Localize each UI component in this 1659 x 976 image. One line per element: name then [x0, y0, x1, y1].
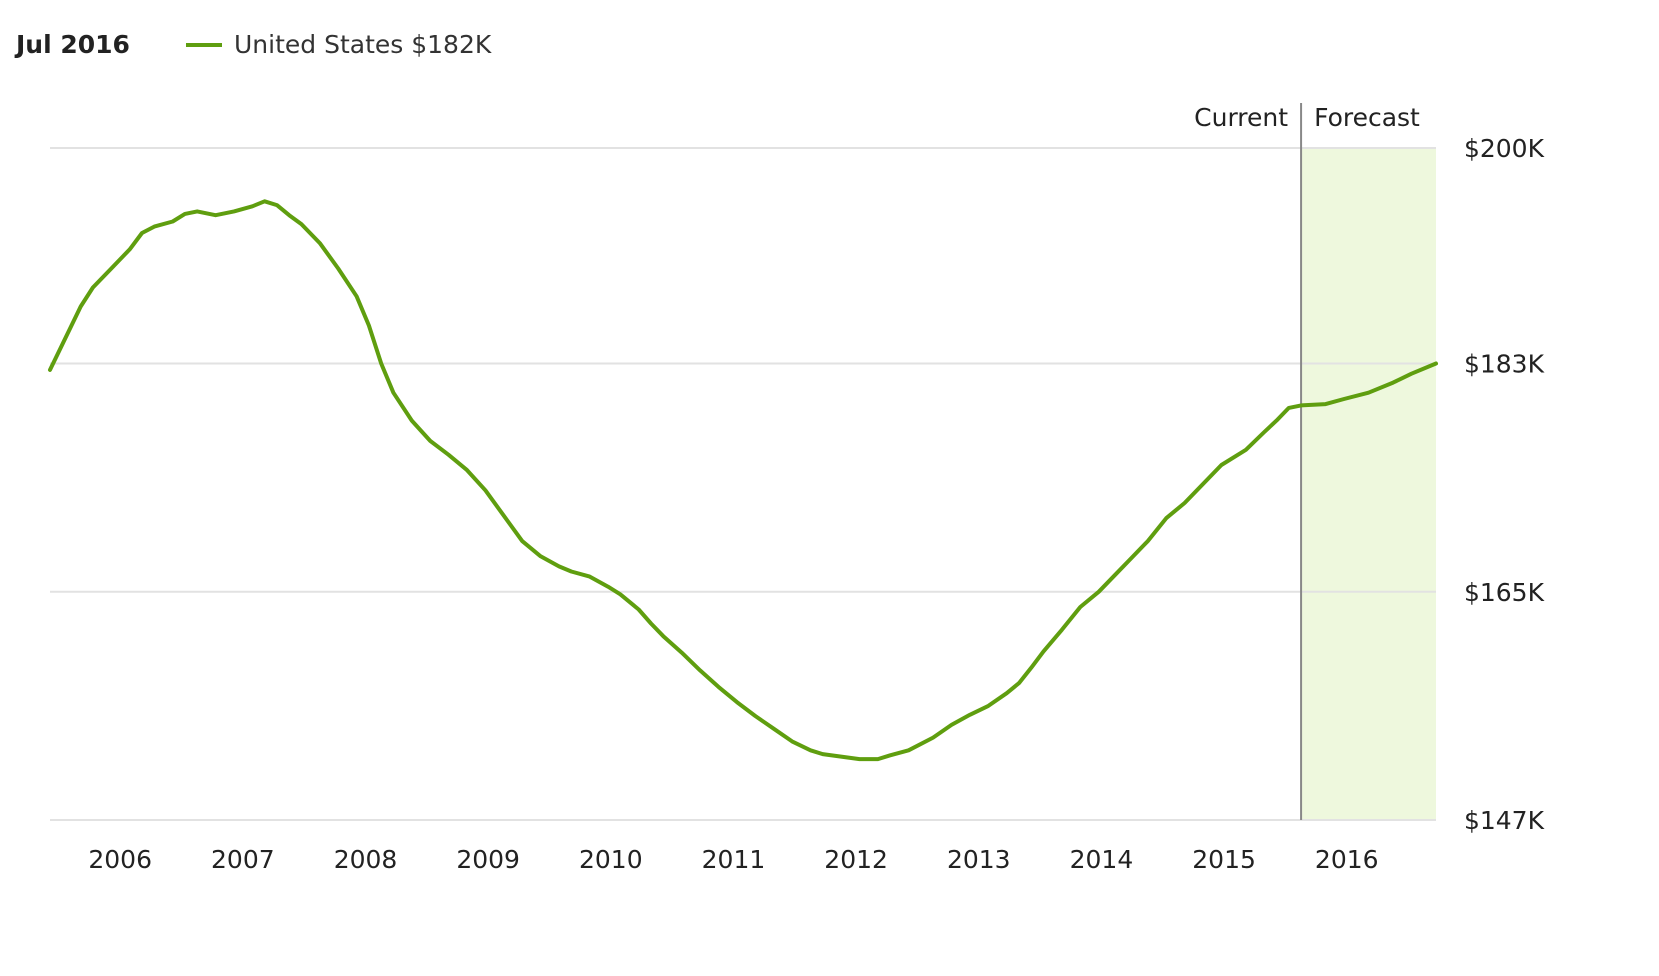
x-axis-ticks: 2006 2007 2008 2009 2010 2011 2012 2013 2014 2015… [88, 845, 1378, 874]
y-tick-label: $147K [1464, 806, 1545, 835]
y-axis-ticks: $200K $183K $165K $147K [1464, 134, 1545, 835]
legend-line-swatch [186, 42, 222, 47]
legend-series-label: United States $182K [234, 30, 492, 59]
x-tick-label: 2013 [947, 845, 1011, 874]
x-tick-label: 2011 [702, 845, 766, 874]
current-label: Current [1194, 103, 1288, 132]
legend-item-united-states[interactable]: United States $182K [186, 30, 491, 59]
y-tick-label: $165K [1464, 578, 1545, 607]
forecast-label: Forecast [1314, 103, 1420, 132]
x-tick-label: 2014 [1070, 845, 1134, 874]
x-tick-label: 2007 [211, 845, 275, 874]
x-tick-label: 2010 [579, 845, 643, 874]
x-tick-label: 2009 [456, 845, 520, 874]
grid-lines [50, 147, 1436, 821]
y-tick-label: $200K [1464, 134, 1545, 163]
forecast-region [1301, 148, 1436, 820]
x-tick-label: 2015 [1192, 845, 1256, 874]
series-line-united-states[interactable] [48, 199, 1438, 762]
x-tick-label: 2008 [334, 845, 398, 874]
x-tick-label: 2016 [1315, 845, 1379, 874]
y-tick-label: $183K [1464, 350, 1545, 379]
x-tick-label: 2006 [88, 845, 152, 874]
x-tick-label: 2012 [824, 845, 888, 874]
legend-date: Jul 2016 [16, 30, 130, 59]
